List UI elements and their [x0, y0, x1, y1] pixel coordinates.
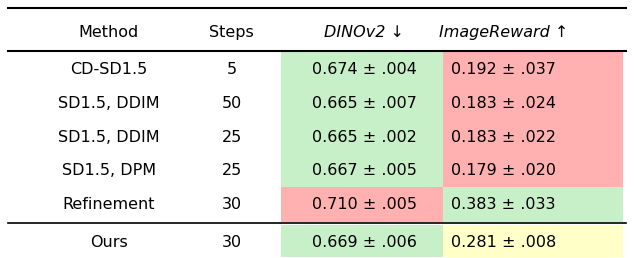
FancyBboxPatch shape: [281, 86, 444, 121]
FancyBboxPatch shape: [443, 225, 623, 258]
Text: 0.183 ± .024: 0.183 ± .024: [451, 96, 556, 111]
FancyBboxPatch shape: [443, 52, 623, 86]
Text: ImageReward ↑: ImageReward ↑: [439, 25, 568, 39]
Text: Refinement: Refinement: [62, 197, 155, 212]
Text: 25: 25: [222, 130, 242, 145]
FancyBboxPatch shape: [443, 86, 623, 121]
FancyBboxPatch shape: [281, 120, 444, 154]
Text: Method: Method: [79, 25, 139, 39]
Text: 0.667 ± .005: 0.667 ± .005: [312, 163, 417, 178]
Text: CD-SD1.5: CD-SD1.5: [70, 61, 147, 77]
Text: 25: 25: [222, 163, 242, 178]
FancyBboxPatch shape: [281, 52, 444, 86]
Text: 0.192 ± .037: 0.192 ± .037: [451, 61, 555, 77]
Text: 30: 30: [222, 197, 242, 212]
Text: 0.281 ± .008: 0.281 ± .008: [451, 235, 556, 250]
Text: 0.665 ± .007: 0.665 ± .007: [312, 96, 417, 111]
Text: SD1.5, DDIM: SD1.5, DDIM: [58, 130, 160, 145]
FancyBboxPatch shape: [281, 154, 444, 188]
Text: 50: 50: [222, 96, 242, 111]
Text: 0.183 ± .022: 0.183 ± .022: [451, 130, 556, 145]
FancyBboxPatch shape: [281, 225, 444, 258]
Text: SD1.5, DDIM: SD1.5, DDIM: [58, 96, 160, 111]
FancyBboxPatch shape: [443, 154, 623, 188]
Text: 0.383 ± .033: 0.383 ± .033: [451, 197, 555, 212]
Text: SD1.5, DPM: SD1.5, DPM: [61, 163, 156, 178]
Text: 0.179 ± .020: 0.179 ± .020: [451, 163, 556, 178]
FancyBboxPatch shape: [443, 187, 623, 222]
Text: DINOv2 ↓: DINOv2 ↓: [325, 25, 404, 39]
Text: 0.710 ± .005: 0.710 ± .005: [312, 197, 417, 212]
Text: 5: 5: [227, 61, 237, 77]
FancyBboxPatch shape: [281, 187, 444, 222]
FancyBboxPatch shape: [443, 120, 623, 154]
Text: 0.665 ± .002: 0.665 ± .002: [312, 130, 417, 145]
Text: Steps: Steps: [209, 25, 254, 39]
Text: 30: 30: [222, 235, 242, 250]
Text: 0.674 ± .004: 0.674 ± .004: [312, 61, 417, 77]
Text: Ours: Ours: [90, 235, 127, 250]
Text: 0.669 ± .006: 0.669 ± .006: [312, 235, 417, 250]
